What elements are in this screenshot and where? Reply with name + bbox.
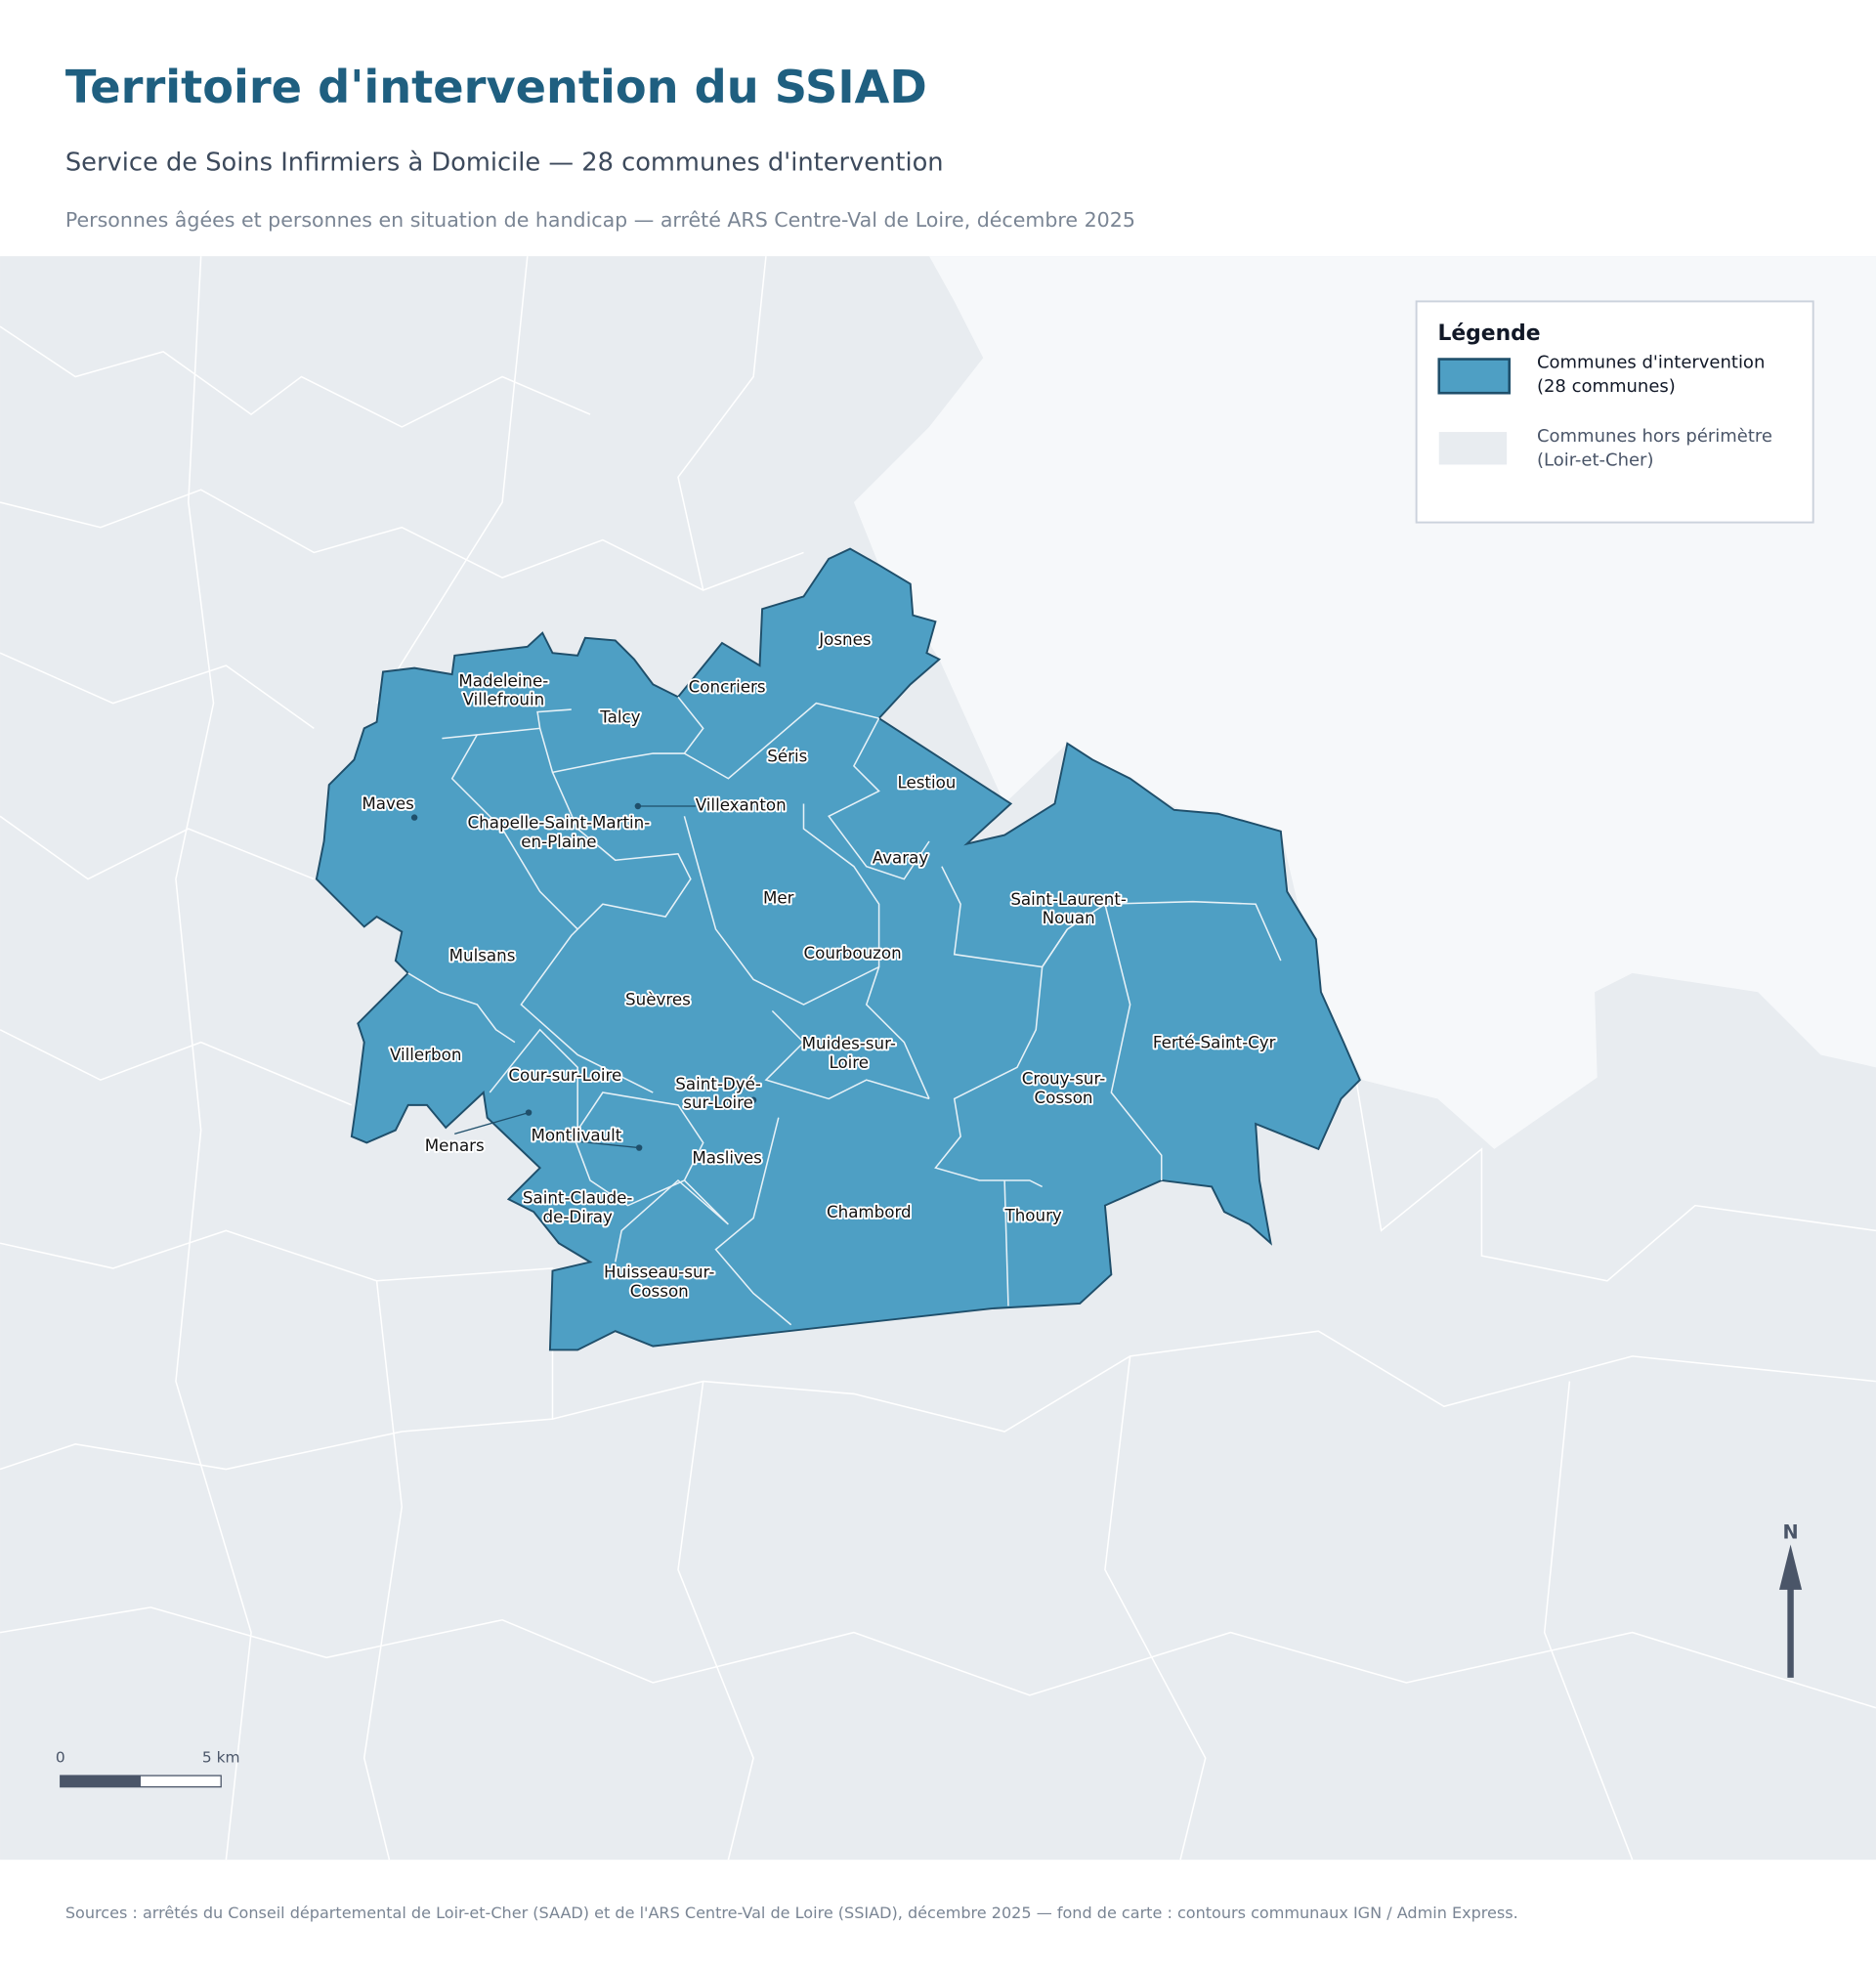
commune-point <box>635 1144 643 1151</box>
north-head <box>1779 1544 1803 1590</box>
legend-box <box>1415 300 1814 524</box>
commune-label: Ferté-Saint-Cyr <box>1153 1032 1276 1051</box>
note: Personnes âgées et personnes en situatio… <box>65 208 1135 232</box>
boundary <box>677 696 879 780</box>
boundary <box>489 1028 704 1207</box>
commune-label: Courbouzon <box>803 943 901 963</box>
map: Josnes Concriers Madeleine-Villefrouin Talc… <box>0 256 1876 1861</box>
commune-label: Muides-sur- <box>802 1034 896 1053</box>
commune-label: Montlivault <box>531 1125 621 1144</box>
boundary <box>828 717 930 880</box>
boundary <box>520 772 692 1093</box>
commune-label: Villerbon <box>390 1045 461 1064</box>
boundary <box>1543 1381 1634 1861</box>
legend-label: (28 communes) <box>1537 376 1676 397</box>
commune-label: Thoury <box>1004 1206 1062 1225</box>
commune-point <box>749 1096 757 1103</box>
boundary <box>1355 1080 1876 1282</box>
scale-start: 0 <box>56 1749 65 1767</box>
commune-point <box>634 802 642 810</box>
commune-label: Lestiou <box>897 772 956 792</box>
commune-label: Josnes <box>818 629 871 649</box>
boundary <box>442 708 572 740</box>
boundary <box>677 1381 754 1861</box>
commune-label: Mulsans <box>449 946 516 965</box>
boundary <box>375 256 529 705</box>
boundary <box>865 966 930 1099</box>
boundary <box>450 734 578 930</box>
boundary <box>677 256 767 591</box>
commune-label: Cour-sur-Loire <box>508 1065 621 1085</box>
boundary <box>0 325 591 428</box>
boundary <box>538 728 685 774</box>
north-arrow: N <box>1779 1521 1803 1678</box>
boundary <box>764 1009 930 1100</box>
commune-label: de-Diray <box>543 1207 613 1226</box>
commune-label: Nouan <box>1043 908 1095 927</box>
commune-label: Loire <box>829 1052 869 1072</box>
commune-label: Mer <box>763 888 794 908</box>
boundary <box>0 815 315 880</box>
commune-label: Huisseau-sur- <box>604 1263 714 1282</box>
commune-labels: Josnes Concriers Madeleine-Villefrouin Talc… <box>360 627 1277 1303</box>
commune-label: en-Plaine <box>521 832 596 851</box>
commune-label: Saint-Laurent- <box>1010 889 1127 909</box>
boundary <box>0 489 804 591</box>
commune-label: Maves <box>362 793 413 813</box>
commune-point <box>525 1109 533 1116</box>
title: Territoire d'intervention du SSIAD <box>65 61 927 113</box>
legend-swatch <box>1437 358 1511 395</box>
boundary <box>1104 904 1163 1180</box>
commune-label: Séris <box>767 746 807 765</box>
scale-end: 5 km <box>202 1749 240 1767</box>
commune-label: Cosson <box>1034 1088 1092 1107</box>
subtitle: Service de Soins Infirmiers à Domicile —… <box>65 149 944 178</box>
boundary <box>0 652 315 729</box>
scale-segment <box>60 1776 141 1787</box>
legend-swatch <box>1438 432 1508 465</box>
legend-label: Communes hors périmètre <box>1537 426 1772 447</box>
commune-label: Menars <box>425 1135 485 1155</box>
legend-label: Communes d'intervention <box>1537 352 1765 372</box>
commune-label: Avaray <box>873 847 929 867</box>
commune-label: Suèvres <box>625 990 691 1009</box>
boundary <box>1003 1179 1009 1306</box>
source: Sources : arrêtés du Conseil département… <box>65 1904 1518 1922</box>
commune-label: sur-Loire <box>683 1092 753 1112</box>
boundary <box>614 1178 729 1263</box>
commune-label: Chambord <box>827 1202 912 1221</box>
north-label: N <box>1783 1521 1799 1544</box>
boundary <box>175 256 252 1861</box>
commune-label: Saint-Claude- <box>523 1188 633 1208</box>
commune-boundaries <box>407 696 1282 1326</box>
boundary <box>934 928 1069 1188</box>
boundary <box>407 972 516 1044</box>
commune-label: Villefrouin <box>463 690 545 709</box>
boundary <box>1104 1355 1207 1861</box>
boundary <box>0 1029 353 1106</box>
boundary <box>362 1280 404 1861</box>
leader-line <box>576 1140 640 1149</box>
intervention-area <box>315 547 1361 1351</box>
commune-label: Saint-Dyé- <box>675 1074 761 1093</box>
legend-label: (Loir-et-Cher) <box>1537 450 1654 471</box>
commune-label: Chapelle-Saint-Martin- <box>468 813 651 833</box>
scale-bar: 0 5 km <box>56 1749 240 1788</box>
commune-label: Cosson <box>630 1281 689 1301</box>
commune-label: Talcy <box>599 707 640 727</box>
legend: Légende Communes d'intervention (28 comm… <box>1415 300 1814 524</box>
commune-label: Concriers <box>689 677 766 697</box>
commune-label: Madeleine- <box>458 670 548 690</box>
legend-title: Légende <box>1437 321 1540 346</box>
commune-point <box>410 814 418 821</box>
leader-line <box>454 1111 530 1135</box>
boundary <box>0 1606 1876 1709</box>
commune-label: Maslives <box>692 1148 761 1168</box>
commune-label: Villexanton <box>696 795 787 815</box>
commune-label: Crouy-sur- <box>1022 1069 1106 1089</box>
boundary <box>714 1117 792 1326</box>
